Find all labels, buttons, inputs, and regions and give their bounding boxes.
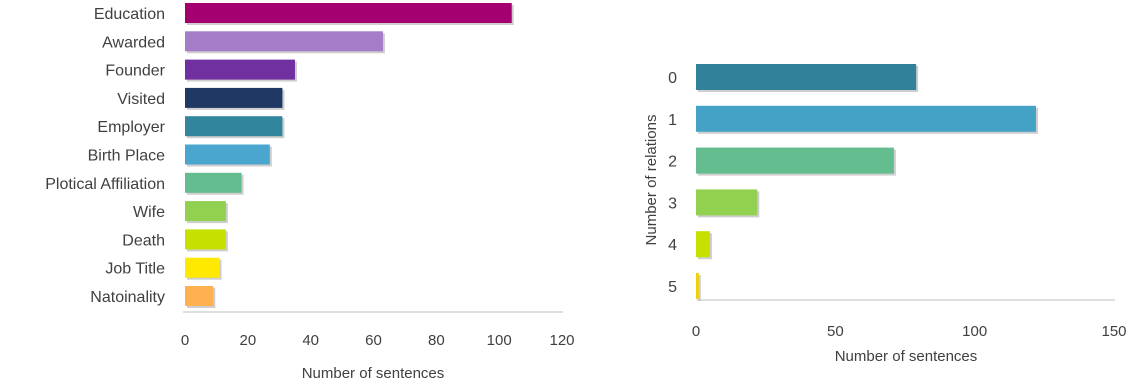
left-x-tick-100: 100 (487, 332, 512, 349)
left-x-tick-40: 40 (302, 332, 319, 349)
right-bar-1 (696, 105, 1036, 132)
left-bar-education (185, 3, 512, 23)
left-category-label-birth-place: Birth Place (88, 148, 165, 165)
right-category-label-1: 1 (668, 112, 677, 129)
left-x-tick-80: 80 (428, 332, 445, 349)
right-y-axis-title: Number of relations (643, 115, 660, 246)
left-bar-plotical-affiliation (185, 172, 242, 193)
left-x-axis-title: Number of sentences (302, 365, 445, 382)
relations-per-sentence-chart: 0 1 2 3 4 5 0 50 100 150 Number of sentences Num… (643, 64, 1127, 365)
left-category-label-visited: Visited (117, 91, 165, 108)
left-bar-job-title (185, 257, 220, 278)
left-bar-natoinality (185, 286, 214, 306)
right-bars (696, 64, 1038, 301)
left-category-label-awarded: Awarded (102, 34, 165, 51)
left-category-label-plotical-affiliation: Plotical Affiliation (45, 176, 165, 193)
left-x-tick-labels: 0 20 40 60 80 100 120 (181, 332, 575, 349)
sentences-per-relation-chart: Education Awarded Founder Visited Employer Bi… (45, 3, 575, 382)
right-x-tick-50: 50 (827, 323, 844, 340)
right-category-label-4: 4 (668, 237, 677, 254)
left-bar-awarded (185, 31, 383, 52)
left-category-label-education: Education (94, 6, 165, 23)
left-category-label-natoinality: Natoinality (90, 289, 165, 306)
left-bar-wife (185, 201, 226, 222)
right-x-tick-labels: 0 50 100 150 (692, 323, 1127, 340)
left-x-tick-120: 120 (549, 332, 574, 349)
left-bar-founder (185, 59, 295, 80)
left-category-label-job-title: Job Title (105, 261, 165, 278)
right-bar-2 (696, 147, 894, 174)
right-bar-5 (696, 273, 699, 299)
left-category-label-founder: Founder (105, 63, 165, 80)
right-bar-3 (696, 189, 758, 216)
right-category-label-2: 2 (668, 154, 677, 171)
right-category-label-3: 3 (668, 195, 677, 212)
right-x-tick-0: 0 (692, 323, 700, 340)
right-x-tick-100: 100 (962, 323, 987, 340)
left-category-label-wife: Wife (133, 204, 165, 221)
right-x-axis-title: Number of sentences (835, 348, 978, 365)
right-category-label-0: 0 (668, 70, 677, 87)
left-x-tick-20: 20 (239, 332, 256, 349)
right-category-labels: 0 1 2 3 4 5 (668, 70, 677, 296)
left-bar-death (185, 229, 226, 250)
left-bar-birth-place (185, 144, 270, 165)
right-bar-shadow-5 (698, 275, 701, 301)
left-bars (185, 3, 514, 308)
left-category-label-death: Death (122, 232, 165, 249)
right-category-label-5: 5 (668, 279, 677, 296)
left-x-tick-60: 60 (365, 332, 382, 349)
left-category-label-employer: Employer (97, 119, 165, 136)
right-x-tick-150: 150 (1101, 323, 1126, 340)
left-bar-employer (185, 116, 283, 137)
left-category-labels: Education Awarded Founder Visited Employer Bi… (45, 6, 165, 306)
right-bar-0 (696, 64, 917, 90)
left-x-tick-0: 0 (181, 332, 189, 349)
left-bar-visited (185, 87, 283, 108)
right-bar-4 (696, 231, 710, 258)
